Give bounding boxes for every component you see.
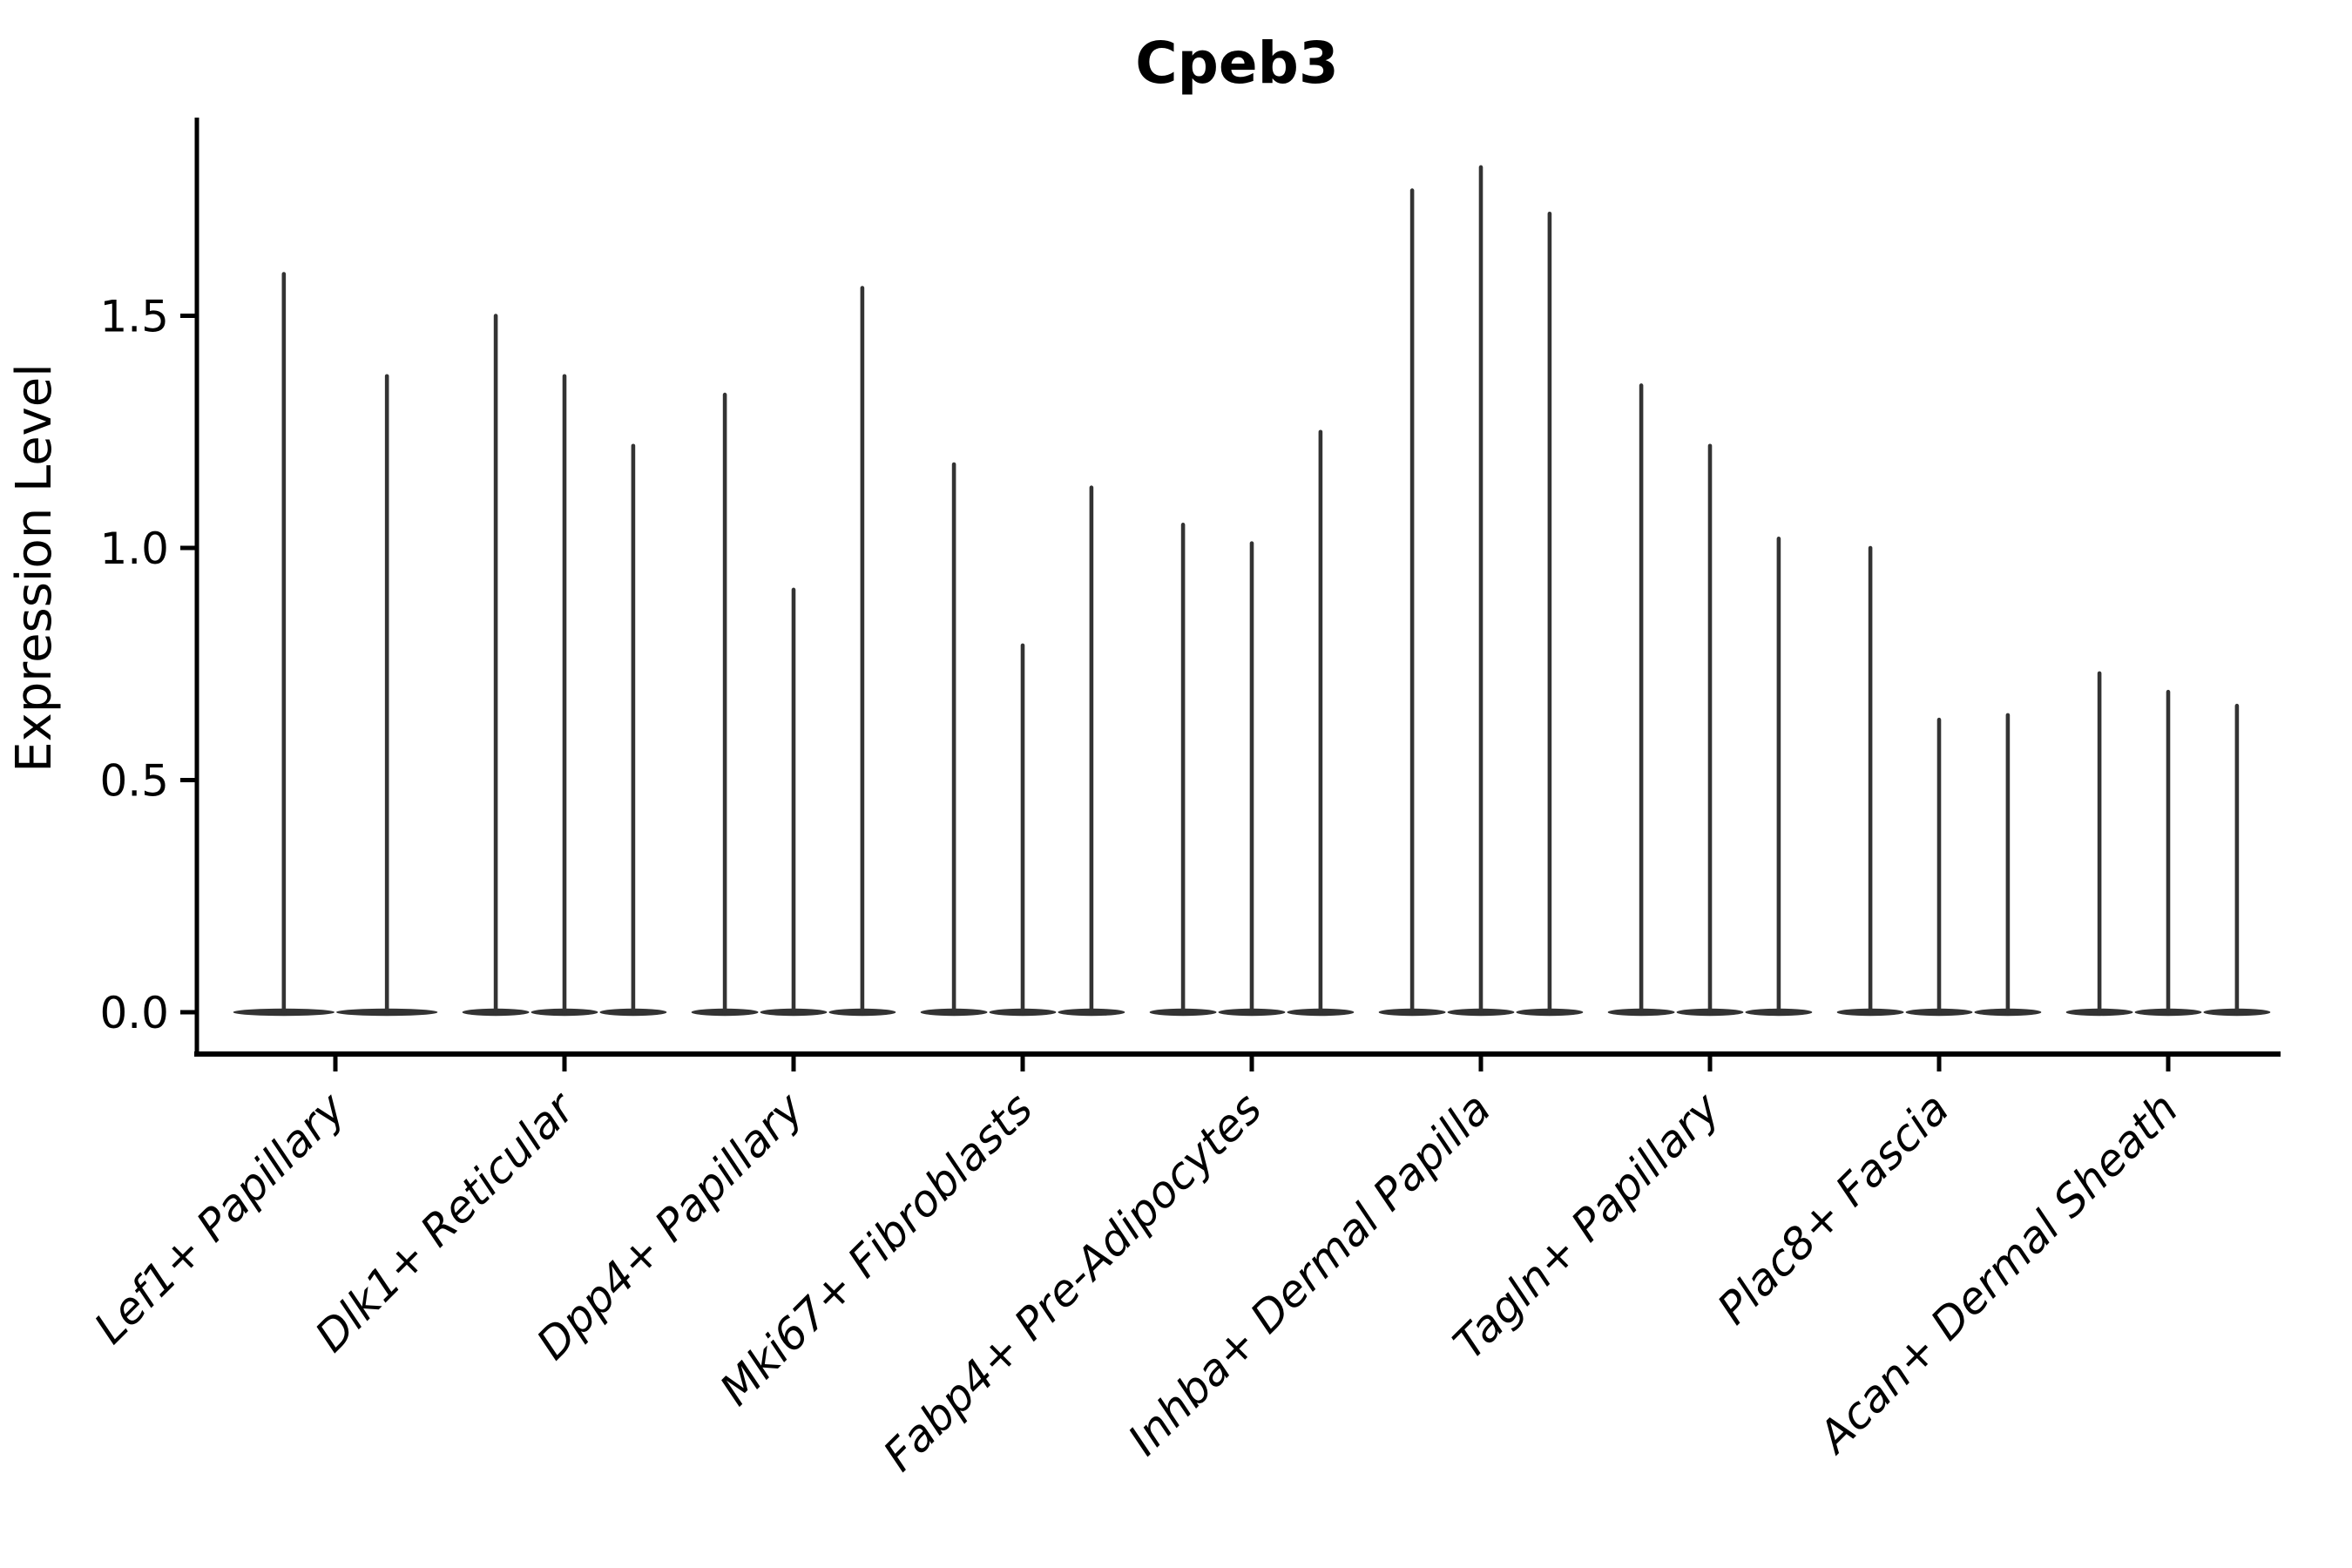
- y-axis-ticks: 0.0 0.5 1.0 1.5: [99, 292, 197, 1038]
- x-tick-label: Lef1+ Papillary: [84, 1082, 355, 1353]
- chart-title: Cpeb3: [1135, 30, 1339, 97]
- x-tick-label: Inhba+ Dermal Papilla: [1119, 1083, 1500, 1464]
- x-tick-label: Acan+ Dermal Sheath: [1808, 1083, 2188, 1463]
- x-tick-label: Fabp4+ Pre-Adipocytes: [874, 1083, 1272, 1481]
- y-axis-label: Expression Level: [6, 363, 63, 773]
- y-tick-label: 1.0: [99, 524, 169, 574]
- y-tick-label: 0.5: [99, 756, 169, 807]
- y-tick-label: 1.5: [99, 292, 169, 342]
- violins-layer: [233, 165, 2271, 1017]
- x-tick-label: Plac8+ Fascia: [1708, 1083, 1959, 1334]
- y-tick-label: 0.0: [99, 988, 169, 1038]
